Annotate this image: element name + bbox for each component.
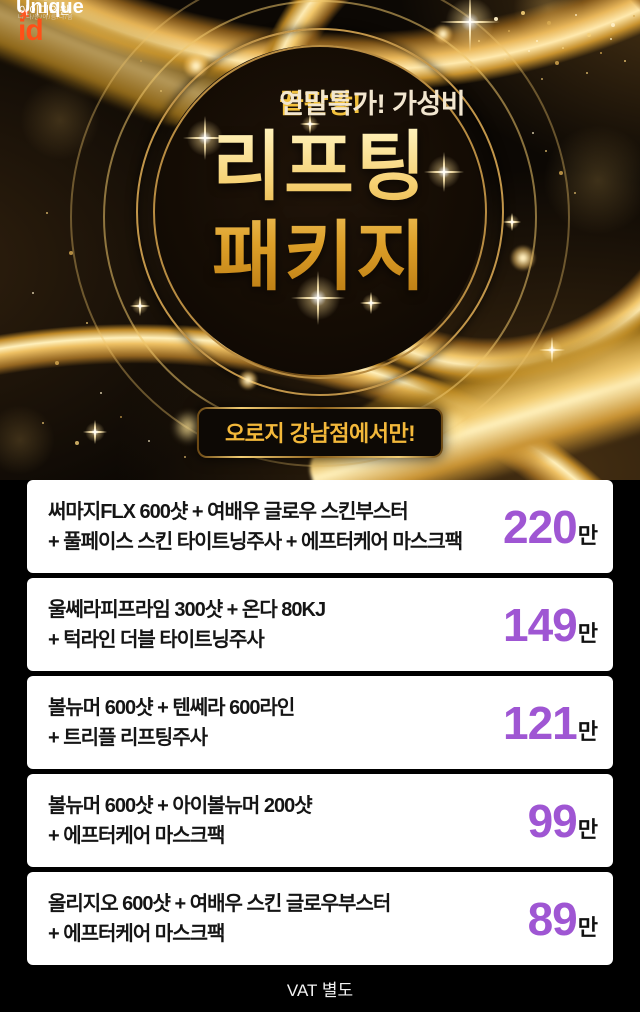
- package-card: 써마지FLX 600샷 + 여배우 글로우 스킨부스터 + 풀페이스 스킨 타이…: [27, 480, 613, 573]
- sparkle-icon: [291, 271, 345, 325]
- package-price: 121 만: [503, 696, 598, 749]
- vat-note: VAT 별도: [286, 981, 354, 1000]
- footer-bar: VAT 별도: [0, 965, 640, 1012]
- package-price: 220 만: [503, 500, 598, 553]
- sparkle-icon: [83, 420, 107, 444]
- sparkle-icon: [360, 292, 382, 314]
- price-value: 220: [503, 500, 578, 553]
- price-value: 99: [527, 794, 578, 847]
- ring-glow: [183, 53, 209, 79]
- price-value: 121: [503, 696, 578, 749]
- sparkle-icon: [424, 152, 464, 192]
- package-line: 볼뉴머 600샷 + 텐쎄라 600라인: [48, 696, 295, 719]
- hero-title-line1: 리프팅: [212, 122, 428, 211]
- package-card: 볼뉴머 600샷 + 텐쎄라 600라인 + 트리플 리프팅주사 121 만: [27, 676, 613, 769]
- price-value: 89: [527, 892, 578, 945]
- price-unit: 만: [577, 914, 598, 940]
- package-list: 써마지FLX 600샷 + 여배우 글로우 스킨부스터 + 풀페이스 스킨 타이…: [0, 480, 640, 965]
- brand-name-en: Unique: [16, 0, 84, 18]
- bokeh-dot: [0, 405, 55, 475]
- gold-ring-outer: [136, 28, 504, 396]
- exclusive-badge-label: 오로지 강남점에서만!: [198, 409, 442, 456]
- package-line: 볼뉴머 600샷 + 아이볼뉴머 200샷: [48, 794, 313, 817]
- glitter-dust: [0, 0, 2, 2]
- sparkle-icon: [440, 0, 500, 52]
- package-line: + 풀페이스 스킨 타이트닝주사 + 에프터케어 마스크팩: [48, 530, 463, 553]
- ring-glow: [238, 370, 258, 390]
- package-price: 89 만: [527, 892, 598, 945]
- brand-name-kr: 아이디의원: [19, 5, 70, 17]
- sparkle-icon: [300, 114, 320, 134]
- package-line: 올리지오 600샷 + 여배우 스킨 글로우부스터: [48, 892, 391, 915]
- thin-gold-arc: [70, 0, 570, 467]
- hero-subtitle-highlight: 끝판왕!: [279, 89, 361, 119]
- package-card: 볼뉴머 600샷 + 아이볼뉴머 200샷 + 에프터케어 마스크팩 99 만: [27, 774, 613, 867]
- sparkle-icon: [503, 213, 521, 231]
- sparkle-icon: [183, 116, 227, 160]
- sparkle-icon: [539, 337, 565, 363]
- package-line: + 트리플 리프팅주사: [48, 726, 208, 749]
- package-description: 올리지오 600샷 + 여배우 스킨 글로우부스터 + 에프터케어 마스크팩: [48, 890, 528, 948]
- price-unit: 만: [577, 718, 598, 744]
- bokeh-dot: [567, 315, 640, 405]
- sparkle-icon: [130, 296, 150, 316]
- package-line: 써마지FLX 600샷 + 여배우 글로우 스킨부스터: [48, 500, 409, 523]
- price-unit: 만: [577, 522, 598, 548]
- package-line: + 턱라인 더블 타이트닝주사: [48, 628, 265, 651]
- package-description: 볼뉴머 600샷 + 아이볼뉴머 200샷 + 에프터케어 마스크팩: [48, 792, 528, 850]
- gold-ring-inner: [153, 45, 487, 379]
- flower-icon: ✱: [19, 7, 30, 22]
- price-value: 149: [503, 598, 578, 651]
- brand-logo: 나/다/운/아/름/다/움 Unique ✱ id 아이디의원: [16, 0, 196, 54]
- package-line: + 에프터케어 마스크팩: [48, 824, 225, 847]
- package-card: 올리지오 600샷 + 여배우 스킨 글로우부스터 + 에프터케어 마스크팩 8…: [27, 872, 613, 965]
- exclusive-badge: 오로지 강남점에서만!: [196, 407, 444, 458]
- hero-subtitle: 연말특가! 가성비 끝판왕!: [0, 82, 640, 121]
- price-unit: 만: [577, 816, 598, 842]
- package-line: 울쎄라피프라임 300샷 + 온다 80KJ: [48, 598, 326, 621]
- package-line: + 에프터케어 마스크팩: [48, 922, 225, 945]
- price-unit: 만: [577, 620, 598, 646]
- brand-micro-slogan-text: 나/다/운/아/름/다/움: [18, 15, 74, 21]
- package-price: 99 만: [527, 794, 598, 847]
- package-description: 써마지FLX 600샷 + 여배우 글로우 스킨부스터 + 풀페이스 스킨 타이…: [48, 498, 503, 556]
- brand-name-id: id: [18, 14, 44, 47]
- ring-glow: [510, 245, 536, 271]
- package-description: 울쎄라피프라임 300샷 + 온다 80KJ + 턱라인 더블 타이트닝주사: [48, 596, 503, 654]
- hero-section: 나/다/운/아/름/다/움 Unique ✱ id 아이디의원 연말특가! 가성…: [0, 0, 640, 480]
- package-card: 울쎄라피프라임 300샷 + 온다 80KJ + 턱라인 더블 타이트닝주사 1…: [27, 578, 613, 671]
- package-description: 볼뉴머 600샷 + 텐쎄라 600라인 + 트리플 리프팅주사: [48, 694, 503, 752]
- package-price: 149 만: [503, 598, 598, 651]
